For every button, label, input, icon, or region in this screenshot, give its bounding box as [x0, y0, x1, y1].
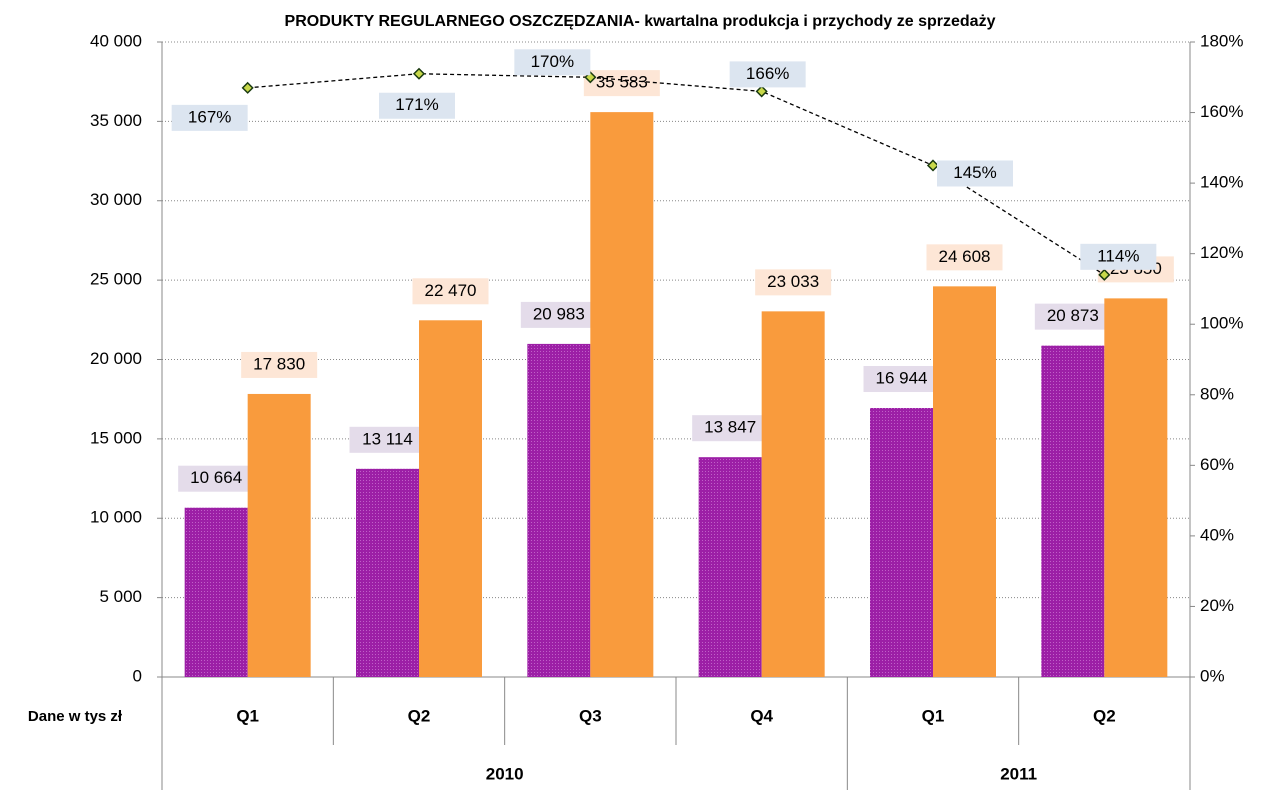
y-tick-label: 20 000: [90, 349, 142, 368]
y2-tick-label: 120%: [1200, 243, 1243, 262]
y-tick-label: 35 000: [90, 111, 142, 130]
data-label-bg: [349, 426, 426, 453]
y2-tick-label: 0%: [1200, 666, 1225, 685]
bar: [590, 112, 654, 677]
line-label: 170%: [531, 52, 574, 71]
data-label: 13 114: [362, 429, 413, 448]
data-label-bg: [926, 244, 1003, 271]
group-label: 2011: [1000, 764, 1037, 783]
y2-tick-label: 160%: [1200, 102, 1243, 121]
marker: [412, 67, 426, 80]
y-tick-label: 30 000: [90, 190, 142, 209]
line-label: 114%: [1097, 246, 1139, 265]
data-label-bg: [520, 301, 597, 328]
y-tick-label: 5 000: [99, 587, 142, 606]
data-label: 23 033: [767, 272, 819, 291]
line-label: 145%: [953, 163, 996, 182]
data-label-bg: [692, 415, 769, 442]
line-label: 171%: [395, 95, 438, 114]
bar: [933, 286, 996, 677]
data-label: 17 830: [253, 354, 305, 373]
line-label: 166%: [746, 64, 789, 83]
line-label-bg: [937, 160, 1013, 187]
marker: [241, 81, 254, 94]
line-label-bg: [171, 104, 248, 131]
data-label: 20 873: [1047, 306, 1099, 325]
data-label-bg: [412, 278, 489, 305]
bar: [419, 320, 482, 677]
data-label: 22 470: [425, 281, 477, 300]
bar: [1041, 345, 1105, 677]
y2-tick-label: 100%: [1200, 314, 1243, 333]
data-label-bg: [1034, 303, 1111, 330]
data-label-bg: [583, 70, 660, 97]
bar: [761, 311, 825, 677]
marker: [755, 85, 768, 98]
group-label: 2010: [486, 764, 524, 783]
bar: [1104, 298, 1168, 677]
data-label: 35 583: [596, 73, 648, 92]
line-label-bg: [729, 61, 806, 88]
data-label: 16 944: [876, 368, 928, 387]
data-label-bg: [863, 366, 940, 393]
y2-tick-label: 140%: [1200, 173, 1243, 192]
data-label-bg: [755, 269, 832, 296]
x-tick-label: Q3: [579, 706, 602, 725]
x-tick-label: Q2: [408, 706, 431, 725]
line-label-bg: [514, 49, 591, 76]
marker: [926, 159, 940, 172]
x-tick-label: Q1: [236, 706, 259, 725]
marker: [1098, 268, 1111, 281]
y-tick-label: 15 000: [90, 428, 142, 447]
data-label: 20 983: [533, 304, 585, 323]
marker: [584, 71, 597, 84]
y2-tick-label: 180%: [1200, 31, 1243, 50]
data-label: 13 847: [704, 418, 756, 437]
x-tick-label: Q1: [922, 706, 945, 725]
line-label: 167%: [188, 107, 231, 126]
bar: [870, 408, 933, 677]
y-tick-label: 10 000: [90, 508, 142, 527]
data-label: 24 608: [939, 247, 991, 266]
y2-tick-label: 80%: [1200, 384, 1234, 403]
line-label-bg: [1080, 243, 1157, 270]
bar: [356, 468, 419, 677]
x-tick-label: Q2: [1093, 706, 1116, 725]
y-tick-label: 0: [133, 666, 142, 685]
bar: [184, 507, 248, 677]
x-tick-label: Q4: [750, 706, 773, 725]
y2-tick-label: 40%: [1200, 525, 1234, 544]
bar: [698, 457, 762, 677]
x-axis-label: Dane w tys zł: [28, 708, 123, 725]
data-label-bg: [178, 465, 255, 492]
data-label-bg: [241, 351, 318, 378]
data-label: 10 664: [190, 468, 242, 487]
y2-tick-label: 60%: [1200, 455, 1234, 474]
y-tick-label: 40 000: [90, 31, 142, 50]
line-label-bg: [379, 92, 455, 119]
bar: [247, 393, 311, 677]
y-tick-label: 25 000: [90, 270, 142, 289]
bar: [527, 343, 591, 677]
chart-title: PRODUKTY REGULARNEGO OSZCZĘDZANIA- kwart…: [285, 13, 996, 30]
y2-tick-label: 20%: [1200, 596, 1234, 615]
